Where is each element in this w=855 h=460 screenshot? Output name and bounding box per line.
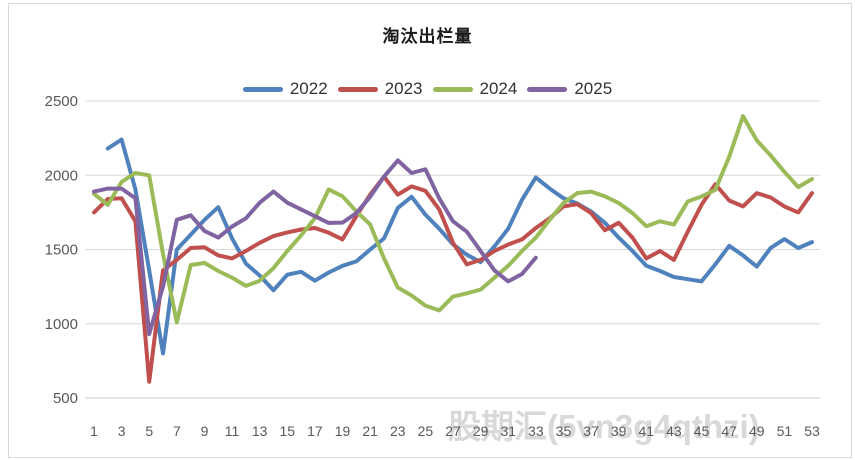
x-axis-label-11: 11 [225,423,240,439]
legend-swatch-2023 [337,86,378,92]
legend-label-2025: 2025 [574,79,613,98]
x-axis-label-3: 3 [118,423,126,439]
legend-swatch-2024 [432,86,473,92]
legend-label-2024: 2024 [479,79,518,98]
x-axis-label-35: 35 [556,423,572,439]
x-axis-label-21: 21 [362,423,378,439]
x-axis-label-31: 31 [500,423,516,439]
x-axis-label-5: 5 [145,423,153,439]
x-axis-label-29: 29 [473,423,489,439]
legend-item-2025[interactable]: 2025 [527,79,612,99]
legend-swatch-2022 [242,86,283,92]
legend-item-2022[interactable]: 2022 [242,79,328,99]
legend-label-2022: 2022 [289,79,328,98]
legend-label-2023: 2023 [384,79,423,98]
legend-item-2024[interactable]: 2024 [432,79,518,99]
x-axis-label-33: 33 [528,423,544,439]
x-axis-label-53: 53 [804,423,820,439]
x-axis-label-1: 1 [90,423,98,439]
x-axis-label-37: 37 [583,423,599,439]
x-axis-label-45: 45 [694,423,710,439]
chart-legend: 2022 2023 2024 2025 [0,79,855,99]
x-axis-label-43: 43 [666,423,682,439]
y-axis-label-2000: 2000 [45,167,78,184]
x-axis-label-9: 9 [201,423,209,439]
y-axis-label-1000: 1000 [45,316,78,333]
chart-title: 淘汰出栏量 [382,27,473,46]
x-axis-label-19: 19 [335,423,351,439]
series-line-2023[interactable] [92,174,814,384]
x-axis-label-17: 17 [307,423,323,439]
x-axis-label-49: 49 [749,423,765,439]
x-axis-label-23: 23 [390,423,406,439]
x-axis-label-39: 39 [611,423,627,439]
y-axis-label-1500: 1500 [45,242,78,259]
legend-swatch-2025 [527,86,568,92]
watermark-text: 股期汇(5vn3g4qthzi) [448,408,760,445]
x-axis-label-47: 47 [721,423,737,439]
x-axis-label-13: 13 [252,423,268,439]
y-axis-label-2500: 2500 [45,93,78,110]
y-axis-label-500: 500 [53,390,78,407]
x-axis-label-15: 15 [280,423,296,439]
series-line-2022[interactable] [105,137,814,356]
x-axis-label-27: 27 [445,423,461,439]
legend-item-2023[interactable]: 2023 [337,79,423,99]
x-axis-label-25: 25 [418,423,434,439]
x-axis-label-7: 7 [173,423,181,439]
x-axis-label-51: 51 [777,423,793,439]
series-line-2025[interactable] [92,158,538,337]
series-line-2024[interactable] [92,114,814,325]
x-axis-label-41: 41 [639,423,655,439]
